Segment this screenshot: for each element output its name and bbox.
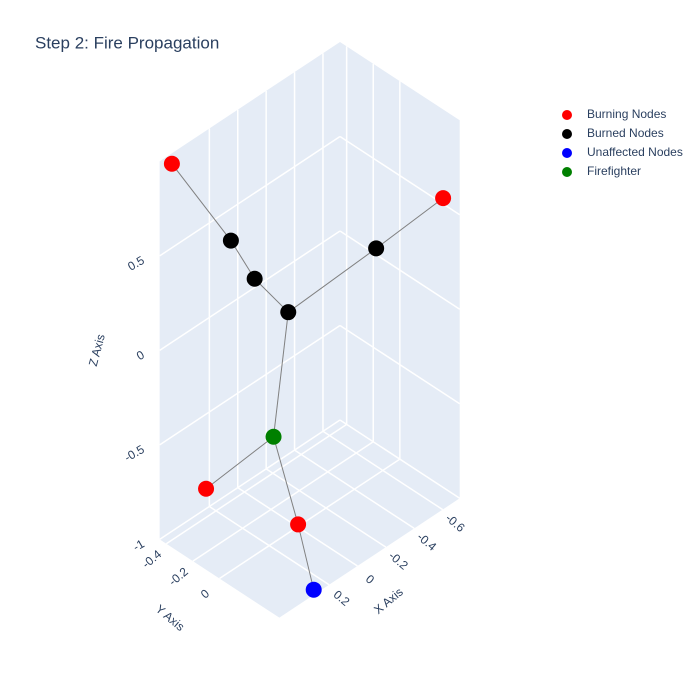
node xyxy=(198,480,215,497)
edge xyxy=(297,524,315,590)
legend-label: Burning Nodes xyxy=(587,107,666,121)
edge xyxy=(287,247,377,313)
edge xyxy=(375,197,444,249)
edge xyxy=(205,436,274,490)
grid-line xyxy=(339,324,461,405)
x-tick-label: -0.4 xyxy=(414,530,439,554)
node xyxy=(305,581,322,598)
x-axis-title: X Axis xyxy=(371,585,406,617)
node xyxy=(368,240,385,257)
node xyxy=(280,304,297,321)
z-tick-label: -1 xyxy=(131,536,148,554)
legend-marker xyxy=(562,167,572,177)
grid-line xyxy=(339,419,461,499)
grid-line xyxy=(159,135,341,257)
legend-label: Unaffected Nodes xyxy=(587,145,683,159)
x-tick-label: 0.2 xyxy=(331,587,353,609)
grid-line xyxy=(165,423,348,545)
legend-marker xyxy=(562,110,572,120)
y-tick-label: -0.2 xyxy=(166,564,191,588)
grid-line xyxy=(219,458,401,580)
edge xyxy=(273,312,289,437)
grid-line xyxy=(159,324,341,446)
legend-marker xyxy=(562,129,572,139)
node xyxy=(290,516,307,533)
z-tick-label: 0.5 xyxy=(125,253,147,274)
node xyxy=(246,270,263,287)
z-axis-title: Z Axis xyxy=(86,333,108,368)
grid-line xyxy=(192,441,374,562)
grid-line xyxy=(339,230,461,310)
z-tick-label: 0 xyxy=(134,347,147,363)
chart-title: Step 2: Fire Propagation xyxy=(35,33,219,52)
legend-label: Burned Nodes xyxy=(587,126,664,140)
legend-marker xyxy=(562,148,572,158)
legend-label: Firefighter xyxy=(587,164,641,178)
grid-line xyxy=(159,230,341,352)
x-tick-label: -0.6 xyxy=(443,511,468,535)
z-tick-label: -0.5 xyxy=(122,442,147,465)
y-axis-title: Y Axis xyxy=(153,602,187,634)
node xyxy=(265,428,282,445)
x-tick-label: -0.2 xyxy=(386,549,411,573)
edge xyxy=(171,163,232,241)
edge xyxy=(273,436,299,525)
y-tick-label: 0 xyxy=(198,586,212,601)
node xyxy=(163,155,180,172)
grid-line xyxy=(159,419,341,541)
x-tick-label: 0 xyxy=(363,572,377,587)
node xyxy=(222,232,239,249)
node xyxy=(435,190,452,207)
